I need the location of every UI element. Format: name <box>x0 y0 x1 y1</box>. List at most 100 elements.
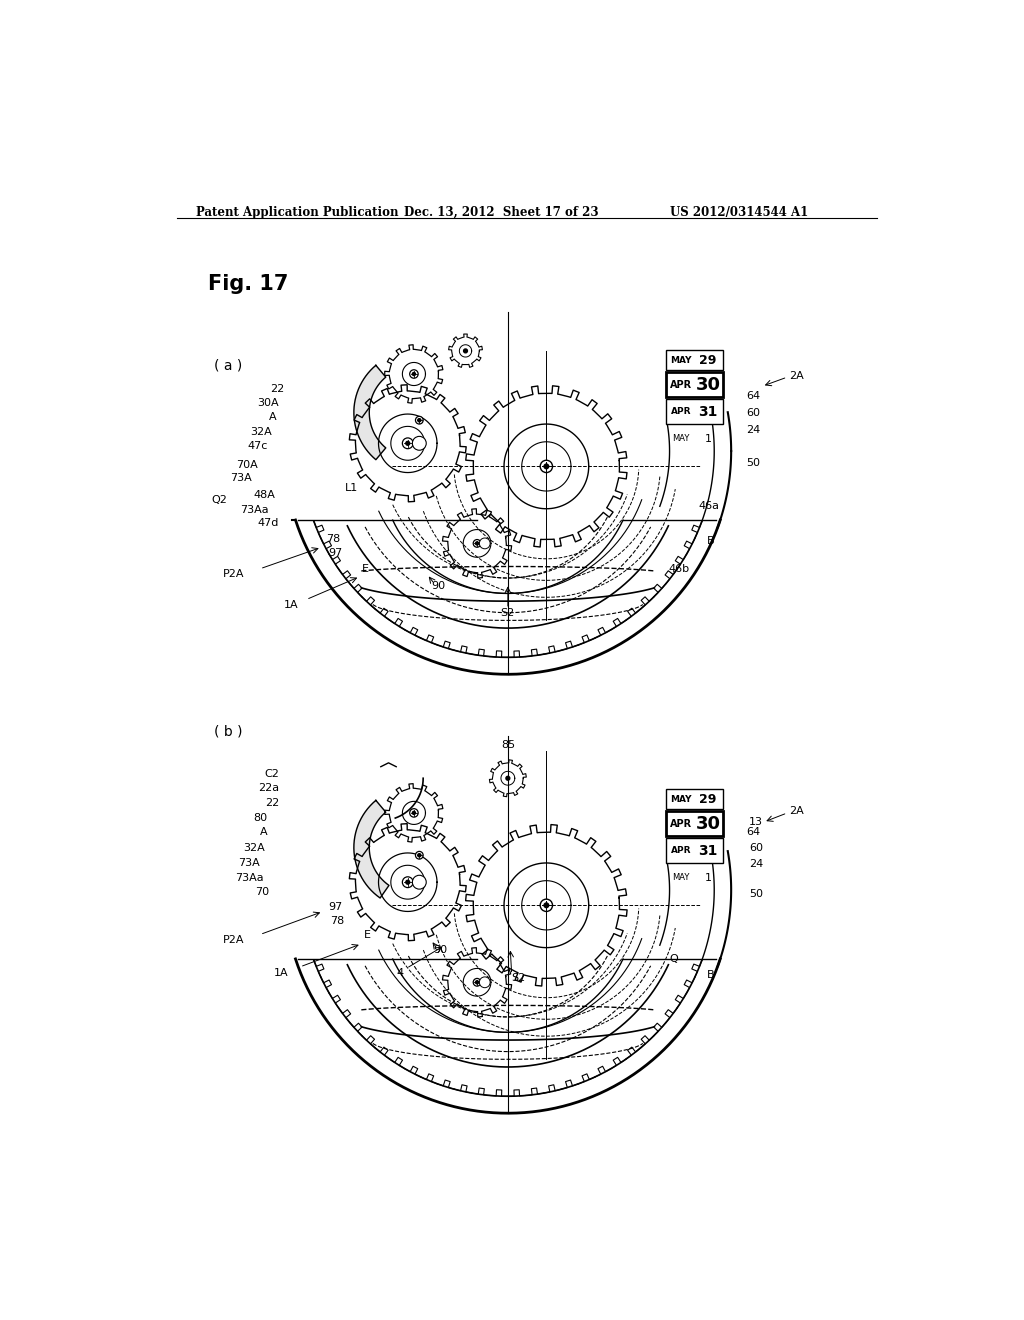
Text: L1: L1 <box>345 483 357 492</box>
Text: 4: 4 <box>396 968 403 978</box>
Circle shape <box>541 461 553 473</box>
Circle shape <box>406 880 410 884</box>
Circle shape <box>475 543 478 545</box>
Circle shape <box>464 348 467 352</box>
Circle shape <box>402 876 413 887</box>
Text: 46b: 46b <box>668 564 689 574</box>
Circle shape <box>402 438 413 449</box>
Text: 31: 31 <box>698 405 718 418</box>
Text: P2A: P2A <box>223 569 245 579</box>
Text: 13: 13 <box>749 817 763 828</box>
Text: 60: 60 <box>746 408 761 417</box>
Text: 29: 29 <box>699 792 717 805</box>
Circle shape <box>473 978 481 986</box>
Text: 70: 70 <box>255 887 269 898</box>
Circle shape <box>410 809 418 817</box>
Text: 50: 50 <box>749 888 763 899</box>
Text: 46a: 46a <box>698 502 720 511</box>
Text: 22a: 22a <box>258 783 280 793</box>
Text: 48A: 48A <box>254 490 275 500</box>
Text: 30A: 30A <box>258 399 280 408</box>
FancyBboxPatch shape <box>666 400 724 424</box>
Text: 90: 90 <box>433 945 447 954</box>
Text: APR: APR <box>670 380 692 389</box>
Circle shape <box>418 854 421 857</box>
FancyBboxPatch shape <box>666 372 724 397</box>
Text: Dec. 13, 2012  Sheet 17 of 23: Dec. 13, 2012 Sheet 17 of 23 <box>403 206 599 219</box>
Text: 47c: 47c <box>247 441 267 451</box>
Text: 24: 24 <box>746 425 761 436</box>
Text: B: B <box>707 970 714 979</box>
Polygon shape <box>354 366 386 459</box>
Circle shape <box>413 812 416 814</box>
Text: 64: 64 <box>746 391 761 400</box>
Text: ( b ): ( b ) <box>214 725 243 738</box>
Circle shape <box>416 851 423 859</box>
Circle shape <box>406 441 410 445</box>
FancyBboxPatch shape <box>666 838 724 863</box>
Text: 1: 1 <box>705 434 712 444</box>
Text: S2: S2 <box>501 607 515 618</box>
Text: 73A: 73A <box>239 858 260 869</box>
FancyBboxPatch shape <box>666 789 724 809</box>
Text: 78: 78 <box>331 916 345 925</box>
Text: 2A: 2A <box>788 807 804 816</box>
Text: MAY: MAY <box>671 355 692 364</box>
Text: 30: 30 <box>695 814 721 833</box>
Text: APR: APR <box>670 818 692 829</box>
Text: E: E <box>362 564 370 574</box>
Text: 73Aa: 73Aa <box>241 504 269 515</box>
Text: ( a ): ( a ) <box>214 359 242 372</box>
Text: 24: 24 <box>749 859 763 869</box>
Text: MAY: MAY <box>673 434 690 444</box>
Text: A: A <box>269 412 276 422</box>
Text: 64: 64 <box>746 828 761 837</box>
Text: MAY: MAY <box>673 873 690 882</box>
Circle shape <box>479 539 490 549</box>
Text: MAY: MAY <box>671 795 692 804</box>
Text: S2: S2 <box>512 973 526 983</box>
Text: 32A: 32A <box>244 843 265 853</box>
Circle shape <box>541 899 553 912</box>
Text: 1A: 1A <box>273 968 288 978</box>
Text: 60: 60 <box>749 842 763 853</box>
Text: 50: 50 <box>746 458 761 469</box>
Circle shape <box>418 418 421 422</box>
Circle shape <box>410 370 418 379</box>
Text: 1: 1 <box>705 873 712 883</box>
Text: 22: 22 <box>270 384 285 395</box>
Circle shape <box>506 776 510 780</box>
Text: P2A: P2A <box>223 935 245 945</box>
Text: 97: 97 <box>328 902 342 912</box>
Circle shape <box>475 981 478 983</box>
Text: APR: APR <box>671 408 691 416</box>
Text: 2A: 2A <box>788 371 804 380</box>
Text: 80: 80 <box>254 813 267 822</box>
Text: APR: APR <box>671 846 691 855</box>
Circle shape <box>413 372 416 375</box>
Text: 47d: 47d <box>257 517 279 528</box>
Text: 1A: 1A <box>284 601 298 610</box>
Circle shape <box>544 465 549 469</box>
FancyBboxPatch shape <box>666 350 724 370</box>
Text: Patent Application Publication: Patent Application Publication <box>196 206 398 219</box>
Polygon shape <box>354 800 389 898</box>
Text: 90: 90 <box>431 581 445 591</box>
Text: 30: 30 <box>695 376 721 393</box>
Text: US 2012/0314544 A1: US 2012/0314544 A1 <box>670 206 808 219</box>
Text: C2: C2 <box>264 770 280 779</box>
Text: 73A: 73A <box>230 473 252 483</box>
Circle shape <box>416 416 423 424</box>
Text: E: E <box>364 929 371 940</box>
Text: 73Aa: 73Aa <box>236 873 264 883</box>
Text: Q: Q <box>670 954 678 964</box>
FancyBboxPatch shape <box>666 812 724 836</box>
Text: Fig. 17: Fig. 17 <box>208 275 288 294</box>
Text: 29: 29 <box>699 354 717 367</box>
Text: Q2: Q2 <box>211 495 226 504</box>
Text: 22: 22 <box>265 797 280 808</box>
Circle shape <box>479 977 490 987</box>
Text: 97: 97 <box>328 548 342 558</box>
Circle shape <box>413 437 426 450</box>
Text: 70A: 70A <box>236 459 258 470</box>
